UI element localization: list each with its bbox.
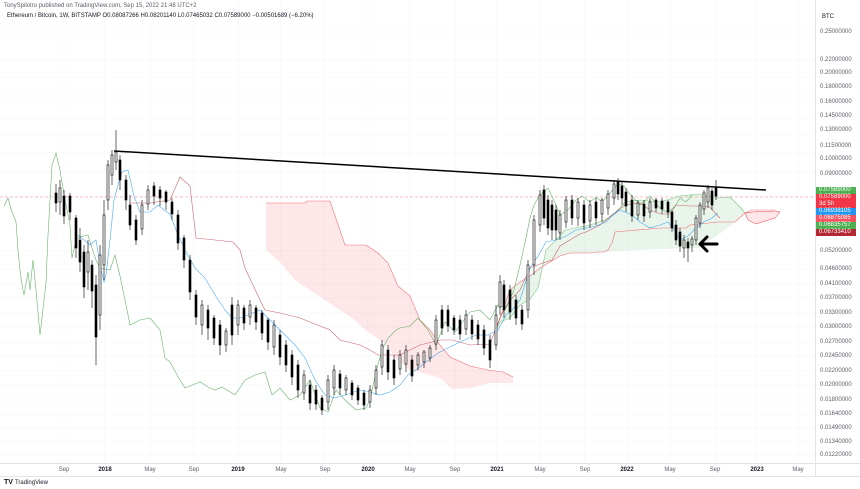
time-tick: May: [792, 467, 804, 473]
price-axis[interactable]: BTC 0.25000000 0.22000000 0.20000000 0.1800…: [815, 0, 860, 463]
time-tick: May: [404, 467, 416, 473]
time-tick: May: [664, 467, 676, 473]
price-tick: 0.14500000: [820, 113, 852, 119]
time-tick: 2020: [361, 467, 375, 473]
price-badge: 0.06938105: [816, 208, 856, 215]
time-axis[interactable]: Sep 2018 May Sep 2019 May Sep 2020 May Sep 2021 May…: [0, 463, 815, 477]
price-tick: 0.09000000: [820, 171, 852, 177]
price-tick: 0.03300000: [820, 310, 852, 316]
time-tick: May: [534, 467, 546, 473]
ichimoku-cloud-bearish: [266, 201, 513, 389]
time-tick: 2022: [620, 467, 634, 473]
price-tick: 0.01800000: [820, 397, 852, 403]
chart-plot-area[interactable]: [0, 0, 815, 463]
time-tick: Sep: [58, 467, 70, 473]
price-axis-unit: BTC: [822, 14, 834, 20]
publisher-info: TonySpilotro published on TradingView.co…: [4, 3, 197, 9]
ichimoku-cloud-bullish: [495, 194, 745, 333]
ohlc-values: O0.08087266 H0.08201140 L0.07465032 C0.0…: [102, 13, 314, 19]
price-tick: 0.03000000: [820, 324, 852, 330]
price-tick: 0.01490000: [820, 425, 852, 431]
price-tick: 0.20000000: [820, 70, 852, 76]
resistance-trendline: [113, 150, 767, 191]
tradingview-brand[interactable]: TV TradingView: [4, 479, 48, 486]
time-tick: 2019: [231, 467, 245, 473]
price-badge: 0.07589000: [816, 187, 856, 194]
price-tick: 0.02700000: [820, 339, 852, 345]
time-tick: Sep: [709, 467, 721, 473]
time-tick: Sep: [319, 467, 331, 473]
price-tick: 0.22000000: [820, 57, 852, 63]
price-badge: 3d 5h: [816, 201, 856, 208]
tenkan-sen-line: [77, 169, 719, 399]
symbol-label[interactable]: Ethereum / Bitcoin, 1W, BITSTAMP: [7, 13, 101, 19]
time-tick: May: [275, 467, 287, 473]
price-tick: 0.13000000: [820, 127, 852, 133]
price-badge: 0.06733410: [816, 229, 856, 236]
price-tick: 0.11500000: [820, 143, 852, 149]
price-candles: [54, 130, 718, 415]
price-tick: 0.16000000: [820, 99, 852, 105]
price-tick: 0.04100000: [820, 281, 852, 287]
price-tick: 0.03700000: [820, 295, 852, 301]
price-tick: 0.10000000: [820, 156, 852, 162]
price-tick: 0.01640000: [820, 411, 852, 417]
brand-name: TradingView: [14, 479, 48, 486]
time-tick: 2023: [750, 467, 764, 473]
price-tick: 0.02450000: [820, 353, 852, 359]
price-tick: 0.04600000: [820, 266, 852, 272]
time-tick: Sep: [579, 467, 591, 473]
price-tick: 0.01220000: [820, 452, 852, 458]
time-tick: Sep: [449, 467, 461, 473]
tradingview-logo-icon: TV: [4, 479, 13, 486]
price-badge: 0.07589000: [816, 194, 856, 201]
time-tick: May: [144, 467, 156, 473]
arrow-left-annotation: [698, 235, 719, 253]
price-tick: 0.25000000: [820, 29, 852, 35]
price-tick: 0.02200000: [820, 368, 852, 374]
grid: [0, 0, 815, 463]
axis-corner: [815, 463, 860, 477]
ichimoku-cloud-future: [744, 210, 781, 225]
time-tick: 2018: [98, 467, 112, 473]
symbol-legend: Ethereum / Bitcoin, 1W, BITSTAMP O0.0808…: [7, 13, 314, 19]
price-tick: 0.18000000: [820, 84, 852, 90]
price-tick: 0.05200000: [820, 248, 852, 254]
price-badge: 0.06875085: [816, 215, 856, 222]
time-tick: Sep: [188, 467, 200, 473]
price-tick: 0.02000000: [820, 382, 852, 388]
time-tick: 2021: [490, 467, 504, 473]
price-tick: 0.01340000: [820, 439, 852, 445]
price-badge: 0.06835757: [816, 222, 856, 229]
